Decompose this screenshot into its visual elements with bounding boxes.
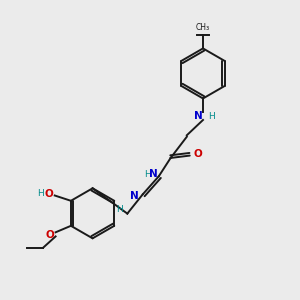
Text: N: N xyxy=(148,169,158,179)
Text: H: H xyxy=(208,112,215,121)
Text: CH₃: CH₃ xyxy=(196,23,210,32)
Text: O: O xyxy=(45,189,53,199)
Text: N: N xyxy=(194,110,203,121)
Text: H: H xyxy=(116,205,122,214)
Text: H: H xyxy=(37,189,44,198)
Text: O: O xyxy=(45,230,54,240)
Text: N: N xyxy=(130,191,139,201)
Text: H: H xyxy=(144,170,151,179)
Text: O: O xyxy=(193,149,202,159)
